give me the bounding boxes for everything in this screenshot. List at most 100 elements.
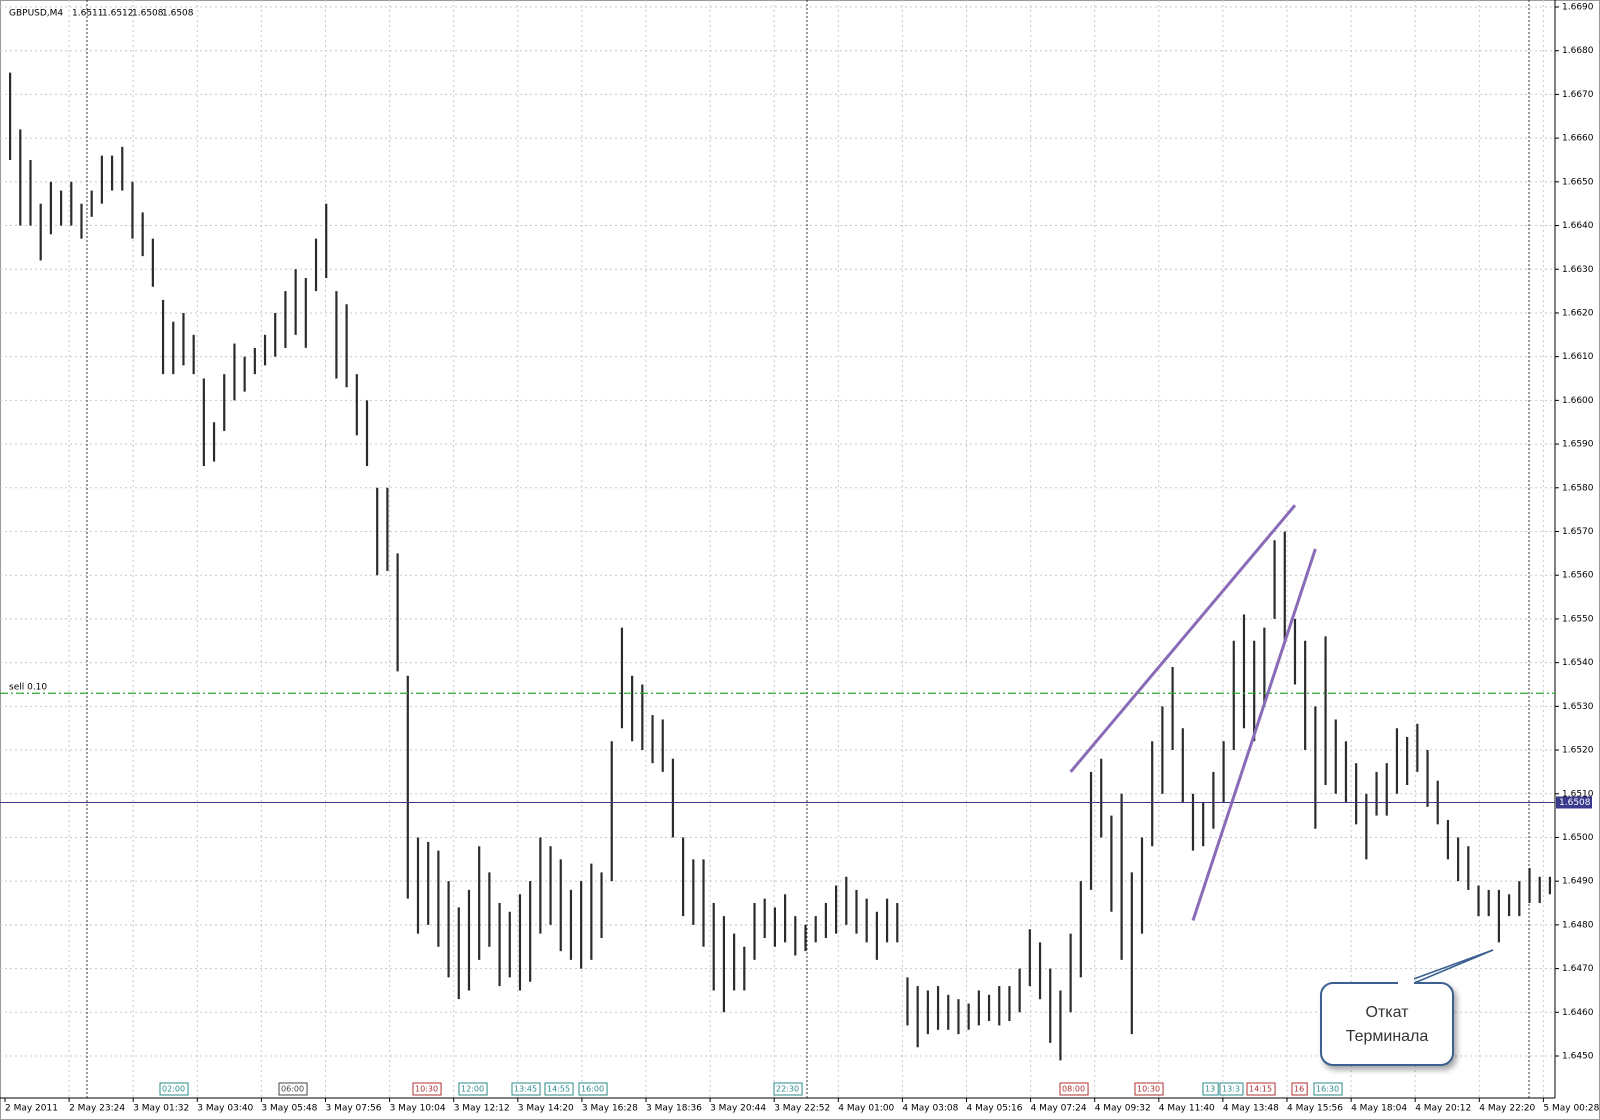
- x-tick-label: 4 May 13:48: [1223, 1104, 1279, 1114]
- y-tick-label: 1.6680: [1562, 46, 1594, 56]
- callout-arrow: [1399, 949, 1494, 985]
- y-tick-label: 1.6610: [1562, 352, 1594, 362]
- x-tick-label: 3 May 16:28: [582, 1104, 638, 1114]
- y-tick-label: 1.6650: [1562, 177, 1594, 187]
- event-box: [278, 1082, 308, 1096]
- symbol: GBPUSD,M4: [9, 9, 63, 19]
- ohlc-open: 1.6511: [72, 9, 104, 19]
- y-tick-label: 1.6480: [1562, 920, 1594, 930]
- x-tick-label: 3 May 07:56: [326, 1104, 382, 1114]
- y-tick-label: 1.6630: [1562, 265, 1594, 275]
- y-tick-label: 1.6540: [1562, 658, 1594, 668]
- event-marker: 10:30: [1134, 1082, 1164, 1096]
- y-tick-label: 1.6450: [1562, 1052, 1594, 1062]
- event-marker: 13:3: [1219, 1082, 1244, 1096]
- x-tick-label: 4 May 22:20: [1479, 1104, 1535, 1114]
- event-label: 14:15: [1249, 1085, 1272, 1094]
- event-label: 13:3: [1222, 1085, 1240, 1094]
- event-marker: 16:30: [1313, 1082, 1343, 1096]
- event-box: [1134, 1082, 1164, 1096]
- y-tick-label: 1.6590: [1562, 440, 1594, 450]
- x-tick-label: 3 May 10:04: [390, 1104, 446, 1114]
- event-label: 13: [1205, 1085, 1215, 1094]
- x-tick-label: 5 May 00:28: [1543, 1104, 1599, 1114]
- x-tick-label: 3 May 05:48: [261, 1104, 317, 1114]
- trend-line: [1069, 504, 1297, 773]
- x-tick-label: 3 May 14:20: [518, 1104, 574, 1114]
- y-tick-label: 1.6570: [1562, 527, 1594, 537]
- event-label: 06:00: [281, 1085, 304, 1094]
- order-label: sell 0.10: [9, 683, 47, 693]
- event-marker: 22:30: [773, 1082, 803, 1096]
- event-marker: 02:00: [159, 1082, 189, 1096]
- event-label: 14:55: [547, 1085, 570, 1094]
- x-tick-label: 4 May 09:32: [1095, 1104, 1151, 1114]
- x-tick-label: 3 May 18:36: [646, 1104, 702, 1114]
- event-label: 16: [1294, 1085, 1304, 1094]
- y-tick-label: 1.6530: [1562, 702, 1594, 712]
- event-box: [159, 1082, 189, 1096]
- callout-box: [1320, 982, 1454, 1066]
- x-tick-label: 3 May 20:44: [710, 1104, 766, 1114]
- event-box: [412, 1082, 442, 1096]
- event-label: 10:30: [1137, 1085, 1160, 1094]
- event-box: [578, 1082, 608, 1096]
- event-box: [1219, 1082, 1244, 1096]
- callout-joint: [1398, 978, 1414, 986]
- event-label: 13:45: [514, 1085, 537, 1094]
- event-marker: 13: [1202, 1082, 1219, 1096]
- x-tick-label: 3 May 03:40: [197, 1104, 253, 1114]
- header: GBPUSD,M4 1.6511 1.6512 1.6508 1.6508: [9, 9, 194, 19]
- event-marker: 08:00: [1059, 1082, 1089, 1096]
- event-marker: 13:45: [511, 1082, 541, 1096]
- y-tick-label: 1.6560: [1562, 571, 1594, 581]
- y-tick-label: 1.6660: [1562, 134, 1594, 144]
- event-box: [773, 1082, 803, 1096]
- callout-arrow: [1411, 949, 1494, 985]
- event-box: [1202, 1082, 1219, 1096]
- event-marker: 16:00: [578, 1082, 608, 1096]
- event-marker: 14:15: [1246, 1082, 1276, 1096]
- event-label: 22:30: [776, 1085, 799, 1094]
- event-label: 10:30: [415, 1085, 438, 1094]
- event-marker: 10:30: [412, 1082, 442, 1096]
- y-tick-label: 1.6510: [1562, 789, 1594, 799]
- event-marker: 16: [1291, 1082, 1308, 1096]
- x-tick-label: 3 May 12:12: [454, 1104, 510, 1114]
- x-tick-label: 4 May 18:04: [1351, 1104, 1407, 1114]
- event-marker: 12:00: [458, 1082, 488, 1096]
- event-box: [511, 1082, 541, 1096]
- plot: sell 0.10 1.6508 02:00 06:00 10:30 12:00 13:45…: [0, 72, 1592, 1096]
- event-label: 16:30: [1316, 1085, 1339, 1094]
- x-tick-label: 4 May 20:12: [1415, 1104, 1471, 1114]
- ohlc-low: 1.6508: [132, 9, 164, 19]
- y-tick-label: 1.6470: [1562, 964, 1594, 974]
- callout-text: Откат: [1366, 1004, 1410, 1021]
- x-tick-label: 4 May 05:16: [967, 1104, 1023, 1114]
- ohlc-high: 1.6512: [102, 9, 134, 19]
- x-tick-label: 3 May 01:32: [133, 1104, 189, 1114]
- y-tick-label: 1.6490: [1562, 877, 1594, 887]
- event-box: [1291, 1082, 1308, 1096]
- y-tick-label: 1.6620: [1562, 308, 1594, 318]
- callout: Откат Терминала: [1320, 949, 1494, 1066]
- ohlc-close: 1.6508: [162, 9, 194, 19]
- event-box: [544, 1082, 574, 1096]
- callout-text: Терминала: [1346, 1028, 1429, 1045]
- trend-line: [1191, 548, 1317, 921]
- event-box: [1246, 1082, 1276, 1096]
- bid-label: 1.6508: [1559, 798, 1591, 808]
- x-tick-label: 3 May 22:52: [774, 1104, 830, 1114]
- y-tick-label: 1.6600: [1562, 396, 1594, 406]
- y-tick-label: 1.6520: [1562, 746, 1594, 756]
- event-box: [1313, 1082, 1343, 1096]
- y-tick-label: 1.6460: [1562, 1008, 1594, 1018]
- event-label: 08:00: [1062, 1085, 1085, 1094]
- x-tick-label: 4 May 07:24: [1031, 1104, 1087, 1114]
- y-tick-label: 1.6670: [1562, 90, 1594, 100]
- y-tick-label: 1.6550: [1562, 614, 1594, 624]
- bid-box: [1556, 796, 1592, 809]
- y-tick-label: 1.6690: [1562, 3, 1594, 13]
